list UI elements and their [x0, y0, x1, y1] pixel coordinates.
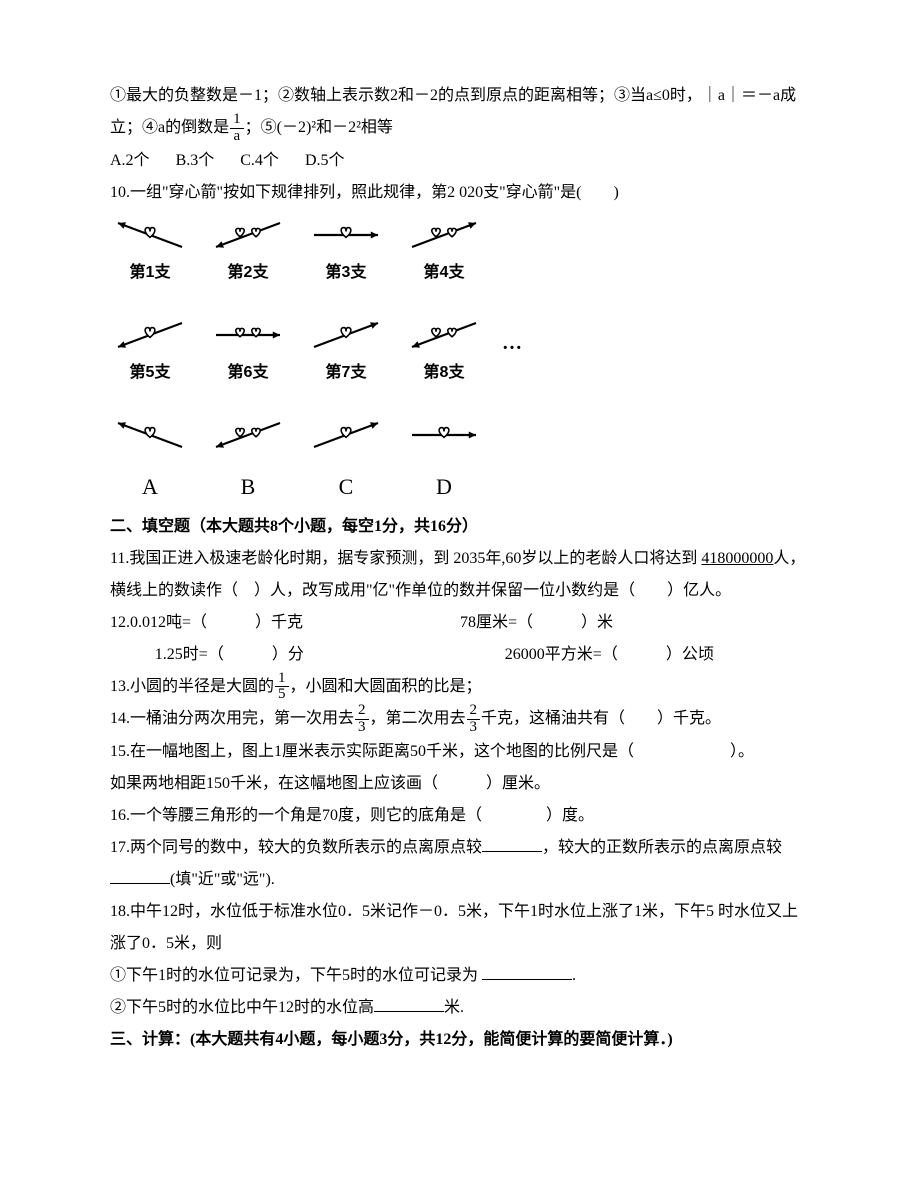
q18-p2b: .: [572, 967, 576, 984]
q9-optA: A.2个: [110, 152, 150, 169]
q13-a: 13.小圆的半径是大圆的: [110, 678, 274, 695]
q12-row2: 1.25时=（ ）分 26000平方米=（ ）公顷: [110, 639, 810, 671]
q18-p2a: ①下午1时的水位可记录为，下午5时的水位可记录为: [110, 967, 482, 984]
q18-p1: 18.中午12时，水位低于标准水位0．5米记作－0．5米，下午1时水位上涨了1米…: [110, 896, 810, 960]
arrow-item: 第2支: [208, 215, 288, 289]
q9-optB: B.3个: [176, 152, 215, 169]
arrow-item: 第1支: [110, 215, 190, 289]
q18-blank1: [482, 963, 572, 980]
q14-b: ，第二次用去: [370, 710, 466, 727]
q11: 11.我国正进入极速老龄化时期，据专家预测，到 2035年,60岁以上的老龄人口…: [110, 543, 810, 607]
q12-row1: 12.0.012吨=（ ）千克 78厘米=（ ）米: [110, 607, 810, 639]
q9-stmt1: ①最大的负整数是－1；②数轴上表示数2和－2的点到原点的距离相等；③当a≤0时，…: [110, 87, 796, 136]
q16: 16.一个等腰三角形的一个角是70度，则它的底角是（ ）度。: [110, 800, 810, 832]
arrow-caption: 第3支: [326, 257, 367, 289]
q14-frac1: 23: [355, 703, 369, 736]
arrow-item: 第3支: [306, 215, 386, 289]
q12-l1a: 12.0.012吨=（ ）千克: [110, 614, 303, 631]
q17-a: 17.两个同号的数中，较大的负数所表示的点离原点较: [110, 839, 482, 856]
q15-p2: 如果两地相距150千米，在这幅地图上应该画（ ）厘米。: [110, 768, 810, 800]
arrow-caption: 第6支: [228, 357, 269, 389]
q13-b: ，小圆和大圆面积的比是；: [290, 678, 482, 695]
q13-frac: 15: [275, 671, 289, 704]
q15-p1: 15.在一幅地图上，图上1厘米表示实际距离50千米，这个地图的比例尺是（ ）。: [110, 736, 810, 768]
ellipsis: …: [502, 323, 522, 363]
arrow-caption: 第2支: [228, 257, 269, 289]
arrow-caption: 第1支: [130, 257, 171, 289]
q17-blank1: [482, 835, 542, 852]
q18-p3: ②下午5时的水位比中午12时的水位高 米.: [110, 992, 810, 1024]
q17-blank2: [110, 867, 170, 884]
q9-optC: C.4个: [240, 152, 279, 169]
section2-title: 二、填空题（本大题共8个小题，每空1分，共16分）: [110, 511, 810, 543]
arrow-item: D: [404, 415, 484, 509]
q10-row1: 第1支 第2支 第3支 第4支: [110, 215, 810, 289]
arrow-caption: 第7支: [326, 357, 367, 389]
q11-num: 418000000: [701, 550, 773, 567]
q9-frac: 1a: [230, 112, 244, 145]
arrow-option-letter: B: [241, 465, 256, 509]
q18-p3a: ②下午5时的水位比中午12时的水位高: [110, 999, 374, 1016]
q10-text: 10.一组"穿心箭"按如下规律排列，照此规律，第2 020支"穿心箭"是( ): [110, 177, 810, 209]
arrow-item: B: [208, 415, 288, 509]
arrow-caption: 第8支: [424, 357, 465, 389]
q9-line1: ①最大的负整数是－1；②数轴上表示数2和－2的点到原点的距离相等；③当a≤0时，…: [110, 80, 810, 145]
q17: 17.两个同号的数中，较大的负数所表示的点离原点较 ，较大的正数所表示的点离原点较…: [110, 832, 810, 896]
arrow-item: 第7支: [306, 315, 386, 389]
q9-optD: D.5个: [305, 152, 345, 169]
q10-row3: A B C D: [110, 415, 810, 509]
q12-l2b: 26000平方米=（ ）公顷: [505, 646, 714, 663]
q12-l1b: 78厘米=（ ）米: [460, 614, 613, 631]
section3-title: 三、计算：(本大题共有4小题，每小题3分，共12分，能简便计算的要简便计算．): [110, 1024, 810, 1056]
q14: 14.一桶油分两次用完，第一次用去23，第二次用去23千克，这桶油共有（ ）千克…: [110, 703, 810, 736]
arrow-caption: 第5支: [130, 357, 171, 389]
q11-p1a: 11.我国正进入极速老龄化时期，据专家预测，到 2035年,60岁以上的老龄人口…: [110, 550, 697, 567]
q13: 13.小圆的半径是大圆的15，小圆和大圆面积的比是；: [110, 671, 810, 704]
arrow-item: C: [306, 415, 386, 509]
q17-b: ，较大的正数所表示的点离原点较: [542, 839, 782, 856]
q18-blank2: [374, 995, 444, 1012]
q14-a: 14.一桶油分两次用完，第一次用去: [110, 710, 354, 727]
q14-c: 千克，这桶油共有（ ）千克。: [481, 710, 721, 727]
q9-options: A.2个 B.3个 C.4个 D.5个: [110, 145, 810, 177]
arrow-option-letter: A: [142, 465, 158, 509]
arrow-caption: 第4支: [424, 257, 465, 289]
arrow-item: 第5支: [110, 315, 190, 389]
q9-stmt2: ；⑤(－2)²和－2²相等: [245, 119, 393, 136]
q14-frac2: 23: [467, 703, 481, 736]
arrow-option-letter: D: [436, 465, 452, 509]
q18-p3b: 米.: [444, 999, 464, 1016]
arrow-item: 第8支: [404, 315, 484, 389]
q18-p2: ①下午1时的水位可记录为，下午5时的水位可记录为 .: [110, 960, 810, 992]
arrow-item: 第4支: [404, 215, 484, 289]
arrow-option-letter: C: [339, 465, 354, 509]
q12-l2a: 1.25时=（ ）分: [155, 646, 304, 663]
arrow-item: 第6支: [208, 315, 288, 389]
arrow-item: A: [110, 415, 190, 509]
q17-c: (填"近"或"远").: [170, 871, 275, 888]
q10-row2: 第5支 第6支 第7支 第8支 …: [110, 315, 810, 389]
